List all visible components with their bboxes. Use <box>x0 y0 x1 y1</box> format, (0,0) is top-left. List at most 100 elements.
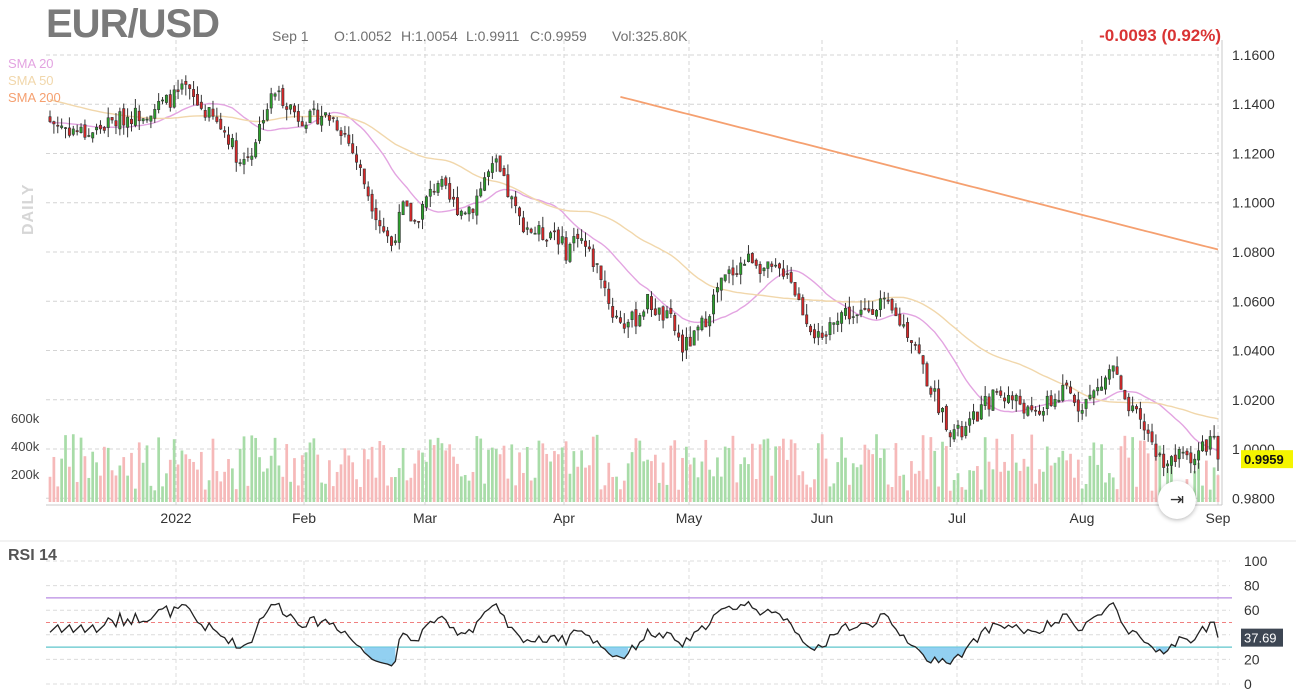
candle-down <box>1123 390 1127 400</box>
volume-bar <box>1061 450 1065 502</box>
candle-down <box>300 121 304 127</box>
volume-bar <box>366 459 370 502</box>
volume-bar <box>502 445 506 502</box>
volume-bar <box>941 441 944 502</box>
candle-down <box>890 298 894 311</box>
volume-bar <box>246 485 250 502</box>
volume-bar <box>607 462 611 502</box>
volume-bar <box>735 482 739 502</box>
volume-bar <box>572 451 576 502</box>
candle-up <box>828 322 832 335</box>
volume-bar <box>1092 442 1096 502</box>
candle-up <box>1084 399 1088 409</box>
volume-bar <box>339 464 343 502</box>
legend-sma-200[interactable]: SMA 200 <box>8 90 61 105</box>
volume-bar <box>250 435 254 502</box>
candle-down <box>514 196 518 207</box>
volume-bar <box>727 447 731 502</box>
volume-bar <box>223 471 226 502</box>
volume-bar <box>491 447 494 502</box>
date-tick-label: 2022 <box>160 510 191 526</box>
candle-up <box>1006 394 1010 403</box>
date-tick-label: Jul <box>948 510 966 526</box>
volume-bar <box>475 436 479 502</box>
candle-down <box>622 323 626 329</box>
candle-down <box>754 259 758 266</box>
volume-bar <box>685 446 688 502</box>
volume-bar <box>1022 458 1026 502</box>
candle-up <box>983 396 987 406</box>
candle-up <box>401 201 405 216</box>
candle-down <box>758 264 762 274</box>
candle-up <box>1208 436 1212 450</box>
volume-bar <box>1208 489 1212 502</box>
candle-down <box>847 306 851 320</box>
candle-down <box>603 280 607 289</box>
volume-bar <box>180 450 184 502</box>
candle-down <box>184 80 188 85</box>
candle-down <box>611 306 615 318</box>
rsi-tick-label: 80 <box>1244 578 1260 594</box>
legend-sma-20[interactable]: SMA 20 <box>8 56 54 71</box>
candle-up <box>440 179 444 187</box>
legend-sma-50[interactable]: SMA 50 <box>8 73 54 88</box>
candle-up <box>657 307 661 315</box>
volume-bar <box>300 455 304 502</box>
rsi-title: RSI 14 <box>8 547 57 564</box>
rsi-oversold-fill <box>604 647 629 659</box>
low-value: L:0.9911 <box>466 28 520 44</box>
volume-bar <box>436 437 440 502</box>
volume-bar <box>456 463 459 502</box>
volume-bar <box>638 440 642 502</box>
candle-down <box>886 299 890 302</box>
candle-down <box>1003 397 1007 402</box>
volume-bar <box>1197 462 1200 502</box>
volume-bar <box>1115 489 1119 502</box>
volume-bar <box>999 471 1003 502</box>
candle-up <box>712 294 716 315</box>
volume-bar <box>987 461 991 502</box>
rsi-tick-label: 0 <box>1244 676 1252 692</box>
volume-bar <box>1042 471 1045 502</box>
volume-bar <box>79 437 83 502</box>
candle-up <box>467 206 471 215</box>
candle-up <box>715 287 719 293</box>
candle-up <box>1061 384 1065 401</box>
candle-up <box>320 115 324 126</box>
candle-up <box>428 188 432 197</box>
candle-down <box>452 196 456 200</box>
volume-bar <box>553 451 556 502</box>
volume-bar <box>130 452 133 502</box>
candle-down <box>316 109 320 125</box>
sma-20-line <box>49 102 1219 452</box>
volume-bar <box>153 490 157 502</box>
volume-bar <box>1146 453 1150 502</box>
volume-bar <box>1135 486 1138 502</box>
volume-bar <box>1030 434 1034 502</box>
candle-down <box>1146 429 1150 434</box>
scroll-to-latest-button[interactable]: ⇥ <box>1158 481 1196 519</box>
candle-up <box>60 125 64 128</box>
candle-up <box>87 135 91 137</box>
candle-down <box>347 134 351 144</box>
candle-up <box>1041 411 1045 416</box>
candle-up <box>304 124 308 129</box>
candle-up <box>964 426 968 436</box>
volume-bar <box>681 457 684 502</box>
date-tick-label: Mar <box>413 510 437 526</box>
volume-bar <box>646 459 649 502</box>
candle-down <box>296 111 300 122</box>
close-value: C:0.9959 <box>530 28 587 44</box>
volume-bar <box>945 446 948 502</box>
candle-up <box>1045 395 1049 409</box>
volume-bar <box>231 468 234 502</box>
volume-bar <box>1076 459 1080 502</box>
volume-bar <box>890 486 894 502</box>
candle-up <box>719 277 723 291</box>
candle-down <box>413 220 417 222</box>
candle-down <box>995 391 999 393</box>
volume-bar <box>1158 445 1162 502</box>
volume-bar <box>234 489 238 502</box>
volume-bar <box>820 434 824 502</box>
